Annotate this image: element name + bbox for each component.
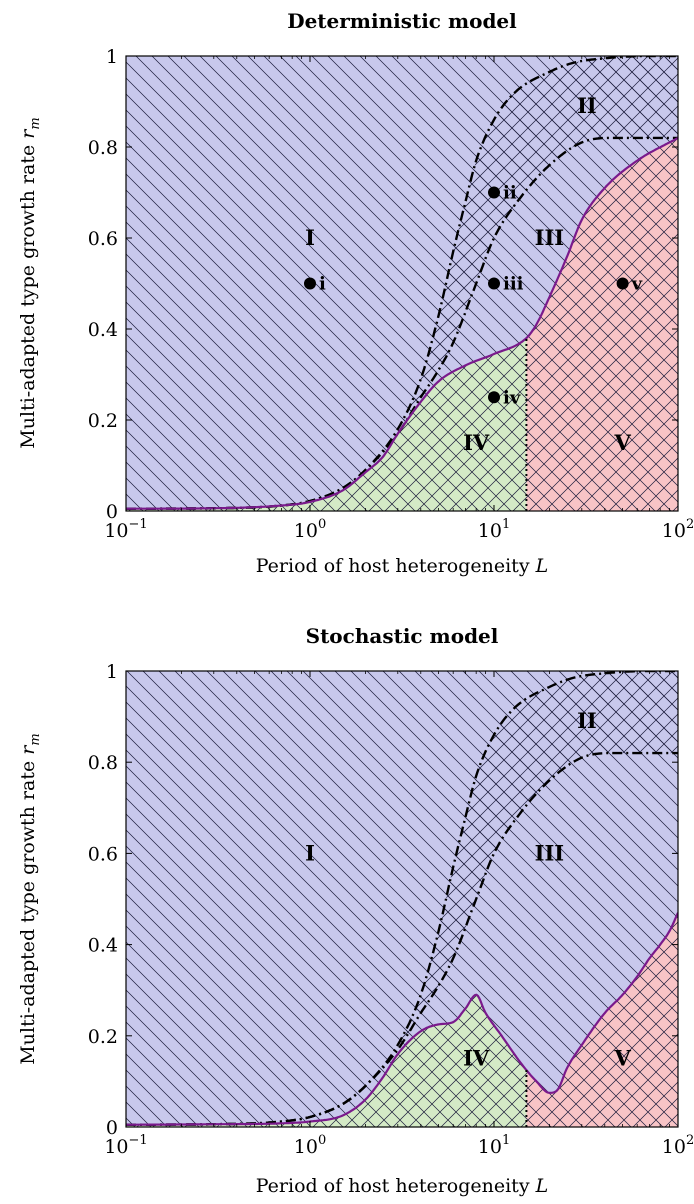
hatch-ne-layer bbox=[126, 912, 678, 1127]
plot-area bbox=[126, 671, 678, 1127]
y-tick-label: 1 bbox=[106, 661, 118, 683]
x-tick-label: 102 bbox=[662, 1133, 694, 1158]
y-tick-label: 0.8 bbox=[88, 752, 118, 774]
sample-point-ii bbox=[488, 186, 500, 199]
plot-frame bbox=[125, 55, 679, 512]
region-label-iii: III bbox=[535, 840, 564, 865]
sample-point-label: ii bbox=[503, 183, 517, 204]
y-axis-ticks: 0 0.2 0.4 0.6 0.8 1 bbox=[88, 661, 678, 1139]
sample-point-v bbox=[616, 277, 629, 290]
sample-point-iv bbox=[488, 391, 500, 404]
x-tick-label: 101 bbox=[478, 1133, 510, 1158]
y-tick-label: 0 bbox=[106, 501, 118, 523]
chart-title: Stochastic model bbox=[306, 624, 499, 648]
y-tick-label: 0.4 bbox=[88, 935, 118, 957]
region-label-iii: III bbox=[535, 225, 564, 250]
y-tick-label: 0 bbox=[106, 1117, 118, 1139]
region-label-iv: IV bbox=[463, 430, 490, 455]
x-axis-label: Period of host heterogeneity L bbox=[256, 555, 548, 577]
y-tick-label: 0.6 bbox=[88, 228, 118, 250]
purple-boundary-curve bbox=[126, 136, 678, 510]
y-tick-label: 0.6 bbox=[88, 843, 118, 865]
x-axis-label: Period of host heterogeneity L bbox=[256, 1175, 548, 1197]
region-label-i: I bbox=[305, 840, 315, 865]
region-label-ii: II bbox=[577, 93, 597, 118]
sample-point-i bbox=[304, 277, 316, 290]
region-ii-crosshatch bbox=[126, 56, 678, 509]
region-label-v: V bbox=[613, 430, 631, 455]
region-label-v: V bbox=[613, 1046, 631, 1071]
x-tick-label: 10−1 bbox=[104, 517, 147, 542]
stochastic-panel: Stochastic model 00.20.40.60.81 10−1 100 1… bbox=[17, 624, 694, 1197]
region-ii-crosshatch bbox=[126, 671, 678, 1125]
y-tick-label: 0.8 bbox=[88, 137, 118, 159]
deterministic-panel: Deterministic model 00.20.40.60.81 10−1 1… bbox=[17, 9, 694, 577]
sample-point-label: i bbox=[319, 274, 326, 295]
x-axis-ticks: 10−1 100 101 102 bbox=[104, 56, 694, 542]
sample-point-iii bbox=[488, 277, 500, 290]
x-tick-label: 100 bbox=[294, 1133, 326, 1158]
region-label-ii: II bbox=[577, 708, 597, 733]
x-tick-label: 101 bbox=[478, 517, 510, 542]
x-tick-label: 100 bbox=[294, 517, 326, 542]
y-axis-ticks: 0 0.2 0.4 0.6 0.8 1 bbox=[88, 46, 678, 523]
plot-area bbox=[126, 56, 678, 511]
hatch-ne-layer bbox=[126, 137, 678, 511]
lower-dashdot-curve bbox=[126, 751, 678, 1126]
region-label-iv: IV bbox=[463, 1046, 490, 1071]
y-axis-label: Multi-adapted type growth rate rm bbox=[17, 117, 43, 448]
purple-boundary-curve bbox=[126, 912, 678, 1126]
plot-frame bbox=[125, 670, 679, 1128]
sample-point-label: v bbox=[631, 274, 643, 295]
region-label-i: I bbox=[305, 225, 315, 250]
y-tick-label: 0.4 bbox=[88, 319, 118, 341]
chart-title: Deterministic model bbox=[287, 9, 517, 33]
x-axis-ticks: 10−1 100 101 102 bbox=[104, 671, 694, 1158]
upper-dashdot-curve bbox=[126, 56, 678, 510]
x-tick-label: 102 bbox=[662, 517, 694, 542]
y-tick-label: 1 bbox=[106, 46, 118, 68]
upper-dashdot-curve bbox=[126, 671, 678, 1126]
y-axis-label: Multi-adapted type growth rate rm bbox=[17, 733, 43, 1064]
sample-point-label: iv bbox=[503, 387, 521, 408]
y-tick-label: 0.2 bbox=[88, 1026, 118, 1048]
x-tick-label: 10−1 bbox=[104, 1133, 147, 1158]
sample-point-label: iii bbox=[503, 274, 524, 295]
y-tick-label: 0.2 bbox=[88, 410, 118, 432]
